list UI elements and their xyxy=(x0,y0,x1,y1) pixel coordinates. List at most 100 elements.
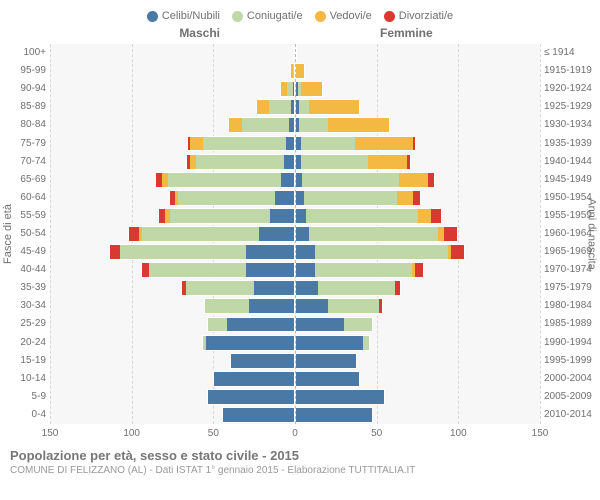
x-tick-label: 100 xyxy=(123,428,140,439)
bar-segment xyxy=(249,299,294,313)
gender-headers: Maschi Femmine xyxy=(0,26,600,44)
age-tick-label: 40-44 xyxy=(0,265,46,275)
legend-label: Celibi/Nubili xyxy=(162,10,220,22)
bar-segment xyxy=(444,227,457,241)
bar-segment xyxy=(142,227,258,241)
bar-segment xyxy=(318,281,395,295)
bar-segment xyxy=(309,227,438,241)
bar-male xyxy=(186,154,295,170)
bar-female xyxy=(295,190,421,206)
age-tick-label: 95-99 xyxy=(0,66,46,76)
legend-label: Divorziati/e xyxy=(399,10,453,22)
bar-segment xyxy=(296,281,318,295)
bar-segment xyxy=(254,281,294,295)
x-tick-label: 150 xyxy=(532,428,549,439)
bar-segment xyxy=(203,137,286,151)
bar-segment xyxy=(301,155,368,169)
bar-segment xyxy=(286,137,294,151)
bar-male xyxy=(213,371,295,387)
birth-tick-label: 1940-1944 xyxy=(544,157,600,167)
bar-female xyxy=(295,335,370,351)
age-tick-label: 80-84 xyxy=(0,120,46,130)
header-male: Maschi xyxy=(0,26,300,44)
bar-segment xyxy=(229,118,242,132)
legend-item: Celibi/Nubili xyxy=(147,10,220,22)
bar-male xyxy=(204,298,295,314)
bar-male xyxy=(128,226,295,242)
bar-segment xyxy=(395,281,400,295)
x-tick-label: 50 xyxy=(208,428,219,439)
bar-segment xyxy=(170,209,270,223)
birth-tick-label: 1915-1919 xyxy=(544,66,600,76)
age-tick-label: 5-9 xyxy=(0,392,46,402)
bar-female xyxy=(295,154,411,170)
birth-tick-label: 1925-1929 xyxy=(544,102,600,112)
birth-tick-label: 1935-1939 xyxy=(544,139,600,149)
chart-subtitle: COMUNE DI FELIZZANO (AL) - Dati ISTAT 1°… xyxy=(10,465,590,476)
birth-tick-label: 1960-1964 xyxy=(544,229,600,239)
bar-segment xyxy=(302,173,399,187)
bar-male xyxy=(187,136,295,152)
bar-female xyxy=(295,81,323,97)
bar-segment xyxy=(269,100,291,114)
bar-male xyxy=(158,208,295,224)
bar-male xyxy=(141,262,295,278)
bar-segment xyxy=(397,191,413,205)
bar-male xyxy=(181,280,295,296)
birth-tick-label: 1920-1924 xyxy=(544,84,600,94)
age-tick-label: 85-89 xyxy=(0,102,46,112)
birth-tick-label: 1990-1994 xyxy=(544,338,600,348)
bar-female xyxy=(295,389,385,405)
bar-segment xyxy=(178,191,274,205)
bar-segment xyxy=(309,100,360,114)
bar-female xyxy=(295,208,442,224)
bar-segment xyxy=(186,281,253,295)
birth-tick-label: 1980-1984 xyxy=(544,301,600,311)
bar-segment xyxy=(281,173,294,187)
bar-segment xyxy=(301,137,356,151)
birth-tick-label: 1945-1949 xyxy=(544,175,600,185)
bar-female xyxy=(295,353,357,369)
bar-segment xyxy=(284,155,294,169)
bar-segment xyxy=(399,173,428,187)
chart-title: Popolazione per età, sesso e stato civil… xyxy=(10,448,590,463)
bar-segment xyxy=(296,318,344,332)
bar-segment xyxy=(418,209,431,223)
bar-segment xyxy=(190,137,203,151)
bar-segment xyxy=(208,390,294,404)
birth-tick-label: 1970-1974 xyxy=(544,265,600,275)
bar-segment xyxy=(299,118,328,132)
legend-label: Vedovi/e xyxy=(330,10,372,22)
bar-female xyxy=(295,226,458,242)
bar-segment xyxy=(379,299,382,313)
age-tick-label: 55-59 xyxy=(0,211,46,221)
bar-female xyxy=(295,262,424,278)
bar-segment xyxy=(110,245,120,259)
age-tick-label: 60-64 xyxy=(0,193,46,203)
bar-segment xyxy=(304,191,397,205)
age-tick-label: 90-94 xyxy=(0,84,46,94)
bar-segment xyxy=(296,372,359,386)
age-tick-label: 15-19 xyxy=(0,356,46,366)
bar-segment xyxy=(296,245,315,259)
chart-footer: Popolazione per età, sesso e stato civil… xyxy=(0,444,600,476)
bar-female xyxy=(295,63,305,79)
birth-tick-label: 1995-1999 xyxy=(544,356,600,366)
bar-male xyxy=(207,317,295,333)
plot-area xyxy=(50,44,540,424)
bar-female xyxy=(295,172,435,188)
bar-segment xyxy=(246,245,294,259)
gridline xyxy=(540,44,541,424)
bar-male xyxy=(207,389,295,405)
legend-swatch xyxy=(232,11,243,22)
birth-tick-label: 1930-1934 xyxy=(544,120,600,130)
bar-segment xyxy=(168,173,281,187)
age-tick-label: 50-54 xyxy=(0,229,46,239)
bar-segment xyxy=(296,408,372,422)
bar-segment xyxy=(296,390,384,404)
bar-segment xyxy=(259,227,295,241)
bar-segment xyxy=(270,209,294,223)
bar-segment xyxy=(328,299,379,313)
bar-segment xyxy=(296,227,309,241)
bar-male xyxy=(169,190,295,206)
